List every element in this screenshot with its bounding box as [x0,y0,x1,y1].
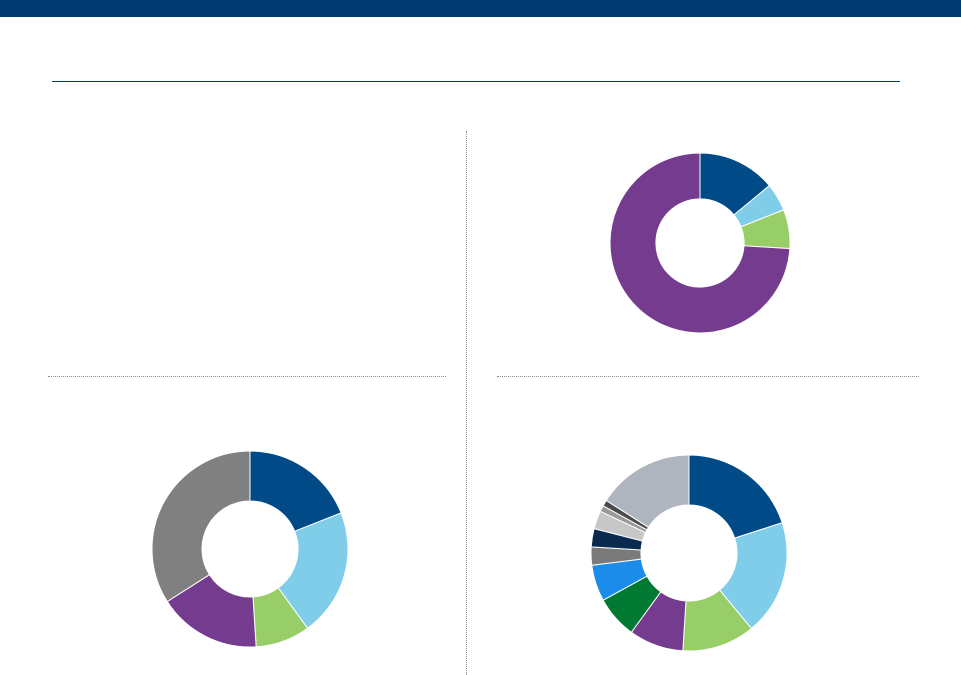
donut-slice [605,454,690,528]
donut-slice [249,450,342,532]
donut-chart-top-right [609,152,791,334]
empty-panel-top-left [48,131,446,361]
donut-chart-bottom-left [151,450,349,648]
vertical-divider [466,131,467,675]
donut-slice [718,522,788,630]
donut-chart-bottom-right [590,454,788,652]
donut-slice [151,450,251,603]
horizontal-divider-right [497,376,919,377]
horizontal-divider-left [48,376,446,377]
header-bar [0,0,961,17]
donut-slice [609,152,791,334]
donut-slice [277,512,349,629]
donut-slice [688,454,783,539]
title-underline [52,81,900,82]
